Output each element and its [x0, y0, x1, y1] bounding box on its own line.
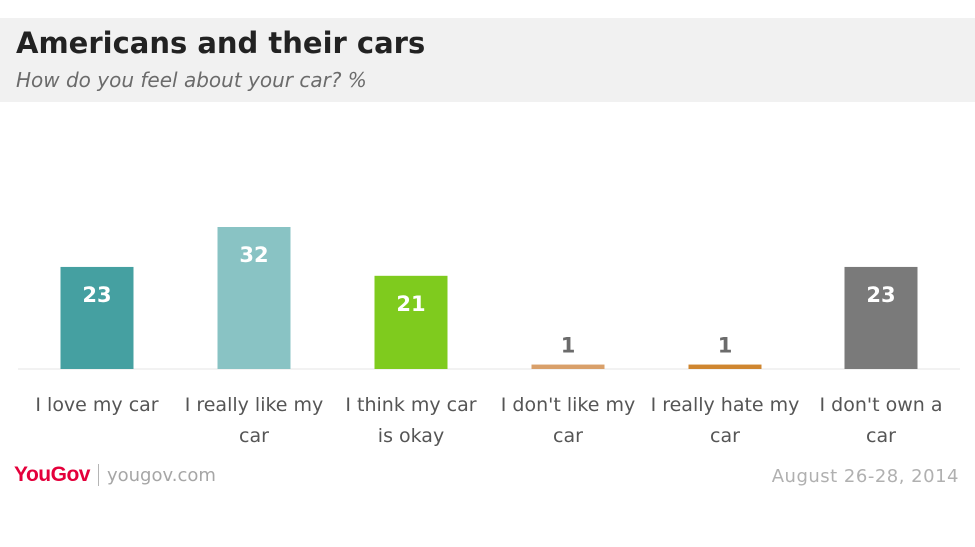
data-label-1: 23 — [82, 283, 111, 307]
category-label-1: I love my car — [35, 394, 158, 416]
category-label-6: I don't own a car — [820, 394, 943, 447]
chart-subtitle: How do you feel about your car? % — [16, 68, 367, 92]
chart-header: Americans and their cars How do you feel… — [0, 18, 975, 102]
yougov-url[interactable]: yougov.com — [106, 464, 216, 486]
chart-title: Americans and their cars — [16, 26, 426, 60]
data-label-2: 32 — [239, 243, 268, 267]
logo-divider — [97, 464, 99, 486]
bar-1 — [60, 266, 134, 369]
yougov-brand: YouGov — [14, 463, 90, 486]
survey-date: August 26-28, 2014 — [771, 466, 959, 487]
bar-2 — [217, 227, 291, 369]
data-label-3: 21 — [396, 292, 425, 316]
data-label-5: 1 — [718, 334, 733, 358]
yougov-logo[interactable]: YouGov yougov.com — [14, 461, 216, 489]
data-label-4: 1 — [561, 334, 576, 358]
bar-5 — [688, 364, 762, 369]
category-label-4: I don't like my car — [501, 394, 635, 447]
bar-3 — [374, 275, 448, 369]
bar-6 — [844, 266, 918, 369]
bar-4 — [531, 364, 605, 369]
category-label-3: I think my car is okay — [345, 394, 476, 447]
category-label-2: I really like my car — [185, 394, 324, 447]
data-label-6: 23 — [866, 283, 895, 307]
category-label-5: I really hate my car — [651, 394, 800, 447]
